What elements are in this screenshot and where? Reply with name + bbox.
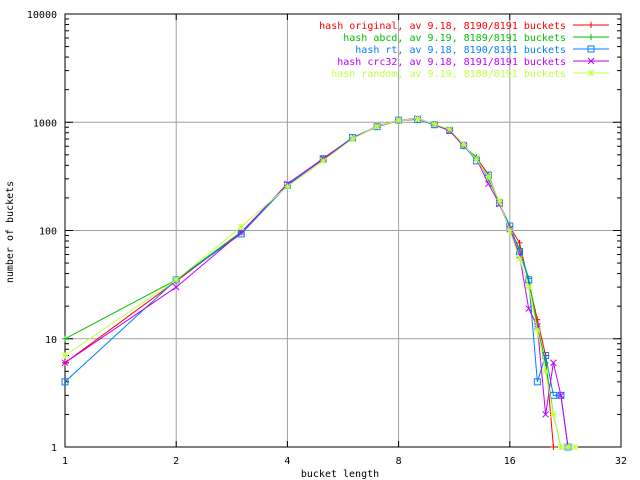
x-tick-label: 2: [173, 456, 179, 467]
data-point: [61, 378, 69, 386]
y-tick-label: 10: [45, 335, 57, 346]
series-1: [62, 116, 557, 450]
data-point: [557, 443, 565, 451]
y-tick-label: 1: [51, 443, 57, 454]
x-tick-label: 4: [284, 456, 290, 467]
legend: hash original, av 9.18, 8190/8191 bucket…: [319, 21, 609, 80]
data-point: [587, 57, 595, 65]
series-line: [64, 118, 569, 448]
x-tick-label: 1: [62, 456, 68, 467]
data-point: [550, 444, 557, 450]
y-tick-label: 1000: [33, 118, 57, 129]
grid-lines: [65, 14, 621, 447]
data-point: [237, 229, 245, 236]
data-point: [542, 411, 549, 418]
data-point: [172, 283, 180, 291]
legend-label: hash random, av 9.19, 8188/8191 buckets: [331, 69, 566, 80]
series-5: [61, 115, 579, 451]
data-point: [516, 255, 523, 262]
data-point: [588, 34, 594, 40]
data-point: [571, 443, 579, 451]
legend-entry: hash random, av 9.19, 8188/8191 buckets: [331, 69, 609, 80]
data-point: [473, 155, 480, 163]
y-tick-label: 10000: [27, 10, 57, 21]
series-lines: [61, 114, 579, 451]
data-point: [534, 326, 541, 334]
x-axis-label: bucket length: [301, 469, 379, 480]
data-point: [496, 198, 503, 205]
data-point: [525, 305, 533, 312]
series-line: [64, 117, 569, 448]
data-point: [431, 120, 438, 128]
legend-label: hash crc32, av 9.18, 8191/8191 buckets: [337, 57, 566, 68]
legend-entry: hash abcd, av 9.19, 8189/8191 buckets: [343, 33, 609, 44]
data-point: [460, 141, 468, 149]
data-point: [237, 223, 245, 231]
data-point: [550, 411, 557, 418]
data-point: [349, 135, 356, 143]
data-point: [61, 359, 69, 367]
y-axis-label: number of buckets: [5, 181, 16, 283]
legend-label: hash abcd, av 9.19, 8189/8191 buckets: [343, 33, 566, 44]
legend-entry: hash crc32, av 9.18, 8191/8191 buckets: [337, 57, 609, 68]
legend-label: hash rt, av 9.18, 8190/8191 buckets: [355, 45, 566, 56]
legend-entry: hash rt, av 9.18, 8190/8191 buckets: [355, 45, 609, 56]
data-point: [588, 22, 594, 28]
data-point: [414, 115, 421, 122]
data-point: [533, 378, 541, 386]
x-tick-label: 16: [504, 456, 516, 467]
data-point: [506, 227, 514, 234]
data-point: [525, 276, 533, 284]
data-point: [446, 125, 454, 133]
data-point: [237, 230, 245, 238]
data-point: [525, 283, 533, 291]
series-line: [64, 118, 575, 448]
data-point: [284, 183, 291, 190]
data-point: [557, 391, 565, 399]
data-point: [61, 352, 69, 359]
data-point: [485, 173, 492, 180]
legend-label: hash original, av 9.18, 8190/8191 bucket…: [319, 21, 566, 32]
data-point: [550, 359, 557, 367]
series-3: [61, 116, 572, 451]
data-point: [564, 443, 572, 451]
x-axis-ticks: 1 2 4 8 16 32: [62, 14, 627, 467]
data-point: [62, 335, 68, 342]
data-point: [542, 367, 549, 375]
data-point: [587, 45, 595, 53]
data-point: [516, 239, 523, 246]
legend-entry: hash original, av 9.18, 8190/8191 bucket…: [319, 21, 609, 32]
y-tick-label: 100: [39, 227, 57, 238]
data-point: [172, 276, 180, 284]
data-point: [373, 122, 381, 130]
data-point: [319, 157, 327, 165]
data-point: [587, 69, 595, 77]
data-point: [395, 117, 402, 124]
x-tick-label: 8: [396, 456, 402, 467]
x-tick-label: 32: [615, 456, 627, 467]
